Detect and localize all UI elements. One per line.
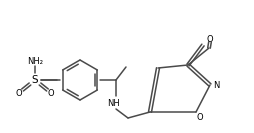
Text: O: O bbox=[16, 88, 22, 97]
Text: NH₂: NH₂ bbox=[27, 57, 43, 65]
Text: O: O bbox=[48, 88, 54, 97]
Text: NH: NH bbox=[107, 99, 119, 109]
Text: O: O bbox=[197, 113, 203, 122]
Text: N: N bbox=[213, 80, 219, 90]
Text: O: O bbox=[207, 34, 213, 43]
Text: S: S bbox=[32, 75, 38, 85]
